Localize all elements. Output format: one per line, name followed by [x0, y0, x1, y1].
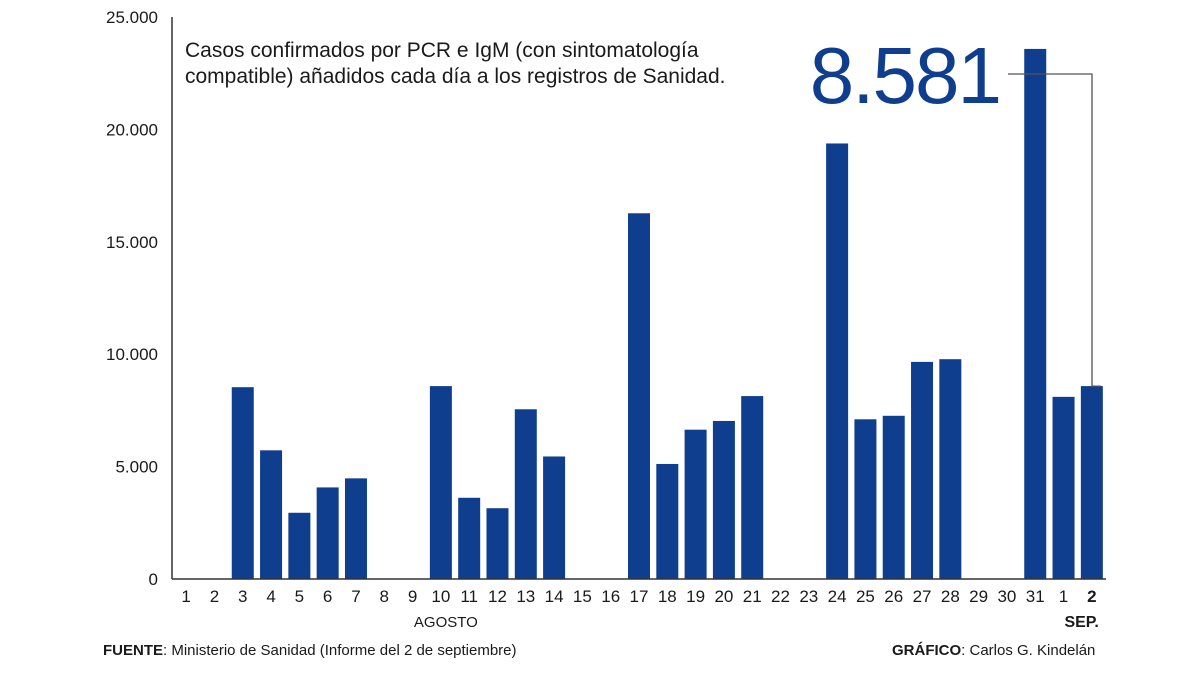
bar	[854, 419, 877, 579]
x-tick-label: 2	[210, 587, 219, 606]
y-tick-label: 5.000	[115, 458, 158, 477]
bar	[1080, 386, 1103, 579]
x-tick-label: 17	[630, 587, 649, 606]
bar	[429, 386, 452, 579]
x-tick-label: 9	[408, 587, 417, 606]
x-tick-label: 1	[1059, 587, 1068, 606]
bar	[882, 415, 905, 579]
bar	[543, 456, 566, 579]
x-tick-label: 14	[545, 587, 564, 606]
footer-source: FUENTE: Ministerio de Sanidad (Informe d…	[103, 642, 517, 659]
x-tick-label: 6	[323, 587, 332, 606]
bars	[231, 48, 1103, 579]
callout-connector	[1008, 73, 1101, 387]
x-tick-label: 30	[997, 587, 1016, 606]
x-tick-label: 11	[460, 587, 478, 606]
x-tick-label: 19	[686, 587, 705, 606]
bar	[939, 359, 962, 579]
bar	[486, 508, 509, 579]
x-tick-label: 25	[856, 587, 875, 606]
x-tick-label: 27	[913, 587, 932, 606]
x-tick-label: 1	[181, 587, 190, 606]
x-tick-label: 16	[601, 587, 620, 606]
x-tick-label: 2	[1087, 587, 1096, 606]
x-tick-label: 20	[714, 587, 733, 606]
source-text: : Ministerio de Sanidad (Informe del 2 d…	[163, 642, 517, 659]
bar	[911, 361, 934, 579]
x-tick-label: 8	[380, 587, 389, 606]
x-axis-labels: 1 2 3 4 5 6 7 8 9 10 11 12 13 14 15 16 17 18 19 20 21 22 23 24 2…	[181, 587, 1096, 606]
bar	[1052, 396, 1075, 579]
x-tick-label: 31	[1026, 587, 1045, 606]
bar	[288, 512, 311, 579]
bar	[656, 463, 679, 579]
x-tick-label: 12	[488, 587, 507, 606]
bar	[741, 396, 764, 579]
bar	[458, 497, 481, 579]
x-tick-label: 7	[351, 587, 360, 606]
y-tick-label: 0	[149, 570, 158, 589]
bar	[344, 478, 367, 579]
y-tick-label: 20.000	[106, 120, 158, 139]
bar	[316, 487, 339, 579]
x-tick-label: 23	[799, 587, 818, 606]
x-tick-label: 4	[266, 587, 275, 606]
footer-credit: GRÁFICO: Carlos G. Kindelán	[892, 642, 1095, 659]
x-tick-label: 24	[828, 587, 847, 606]
x-tick-label: 15	[573, 587, 592, 606]
month-labels: AGOSTO SEP.	[414, 614, 1099, 631]
y-tick-label: 25.000	[106, 8, 158, 27]
bar	[712, 420, 735, 579]
bar	[684, 429, 707, 579]
month-label: AGOSTO	[414, 614, 478, 631]
bar	[628, 213, 650, 579]
credit-label: GRÁFICO	[892, 642, 962, 659]
x-tick-label: 29	[969, 587, 988, 606]
highlight-value: 8.581	[810, 31, 1000, 120]
x-tick-label: 26	[884, 587, 903, 606]
y-tick-label: 10.000	[106, 345, 158, 364]
y-axis-labels: 0 5.000 10.000 15.000 20.000 25.000	[106, 8, 158, 589]
x-tick-label: 21	[743, 587, 762, 606]
bar	[231, 387, 254, 579]
x-tick-label: 5	[295, 587, 304, 606]
x-tick-label: 3	[238, 587, 247, 606]
source-label: FUENTE	[103, 642, 163, 659]
x-tick-label: 13	[516, 587, 535, 606]
x-tick-label: 28	[941, 587, 960, 606]
month-label: SEP.	[1064, 614, 1098, 631]
bar	[1024, 48, 1047, 579]
credit-text: : Carlos G. Kindelán	[961, 642, 1096, 659]
x-tick-label: 18	[658, 587, 677, 606]
x-tick-label: 22	[771, 587, 790, 606]
y-tick-label: 15.000	[106, 233, 158, 252]
chart-title-line-2: compatible) añadidos cada día a los regi…	[185, 65, 726, 88]
bar	[514, 409, 537, 579]
bar	[826, 143, 849, 579]
x-tick-label: 10	[431, 587, 450, 606]
bar	[260, 450, 283, 579]
chart-title-line-1: Casos confirmados por PCR e IgM (con sin…	[185, 39, 699, 62]
